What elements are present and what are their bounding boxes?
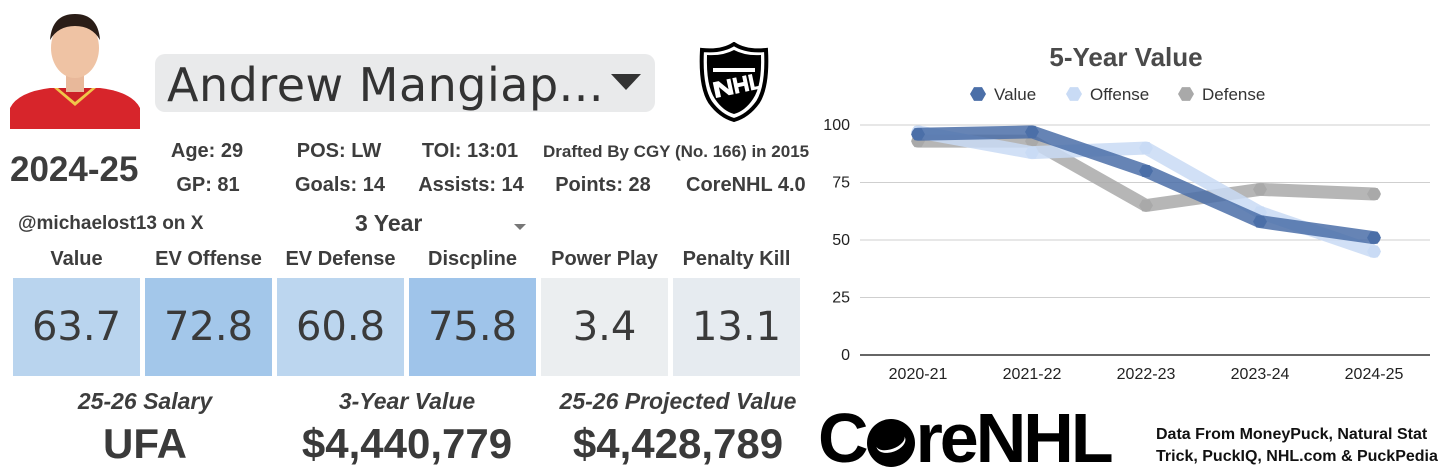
data-point <box>911 128 925 141</box>
salary-label: 25-26 Salary <box>77 388 213 414</box>
games-played-stat: GP: 81 <box>176 174 240 196</box>
y-tick-label: 0 <box>841 347 850 364</box>
metric-value: 60.8 <box>295 304 386 350</box>
metric-box-power-play: 3.4 <box>541 278 668 376</box>
data-point <box>1139 199 1153 212</box>
chart-legend: Value Offense Defense <box>970 85 1265 104</box>
brand-letter-c: C <box>818 399 869 470</box>
x-tick-label: 2024-25 <box>1345 366 1404 383</box>
metric-box-discipline: 75.8 <box>409 278 536 376</box>
data-point <box>1139 141 1153 155</box>
series-value <box>911 125 1381 245</box>
author-handle: @michaelost13 on X <box>18 213 204 234</box>
age-stat: Age: 29 <box>170 140 244 162</box>
metric-box-ev-defense: 60.8 <box>277 278 404 376</box>
projected-value: $4,428,789 <box>572 420 784 467</box>
drafted-stat: Drafted By CGY (No. 166) in 2015 <box>543 142 810 161</box>
projected-value-label: 25-26 Projected Value <box>559 388 797 414</box>
metric-box-penalty-kill: 13.1 <box>673 278 800 376</box>
metric-label-value: Value <box>50 248 103 270</box>
data-point <box>1367 245 1381 258</box>
data-point <box>1253 183 1267 196</box>
metric-box-ev-offense: 72.8 <box>145 278 272 376</box>
goals-stat: Goals: 14 <box>294 174 386 196</box>
metric-value: 13.1 <box>691 304 782 350</box>
data-point <box>1025 125 1039 138</box>
chevron-down-icon[interactable] <box>514 224 526 230</box>
x-tick-label: 2020-21 <box>889 366 948 383</box>
y-tick-label: 100 <box>823 117 850 134</box>
five-year-value-chart: 5-Year Value Value Offense Defense 0 25 50 75… <box>823 42 1430 383</box>
legend-label: Offense <box>1090 85 1149 104</box>
x-tick-label: 2021-22 <box>1003 366 1062 383</box>
chart-title: 5-Year Value <box>1049 42 1202 72</box>
y-tick-label: 75 <box>832 175 850 192</box>
legend-swatch <box>1178 87 1194 101</box>
position-stat: POS: LW <box>296 140 382 162</box>
toi-stat: TOI: 13:01 <box>421 140 519 162</box>
legend-label: Value <box>994 85 1036 104</box>
metric-label-discipline: Discpline <box>428 248 517 270</box>
nhl-logo <box>698 41 770 123</box>
chart-series <box>911 125 1381 258</box>
player-photo <box>10 8 140 129</box>
player-select-dropdown[interactable]: Andrew Mangiap... <box>155 54 655 112</box>
data-point <box>1025 146 1039 159</box>
metric-label-ev-defense: EV Defense <box>285 248 396 270</box>
data-point <box>1367 231 1381 244</box>
x-axis-labels: 2020-21 2021-22 2022-23 2023-24 2024-25 <box>889 366 1404 383</box>
model-version-stat: CoreNHL 4.0 <box>686 174 806 196</box>
y-tick-label: 25 <box>832 290 850 307</box>
three-year-value: $4,440,779 <box>301 420 513 467</box>
points-stat: Points: 28 <box>555 174 651 196</box>
span-select-dropdown[interactable]: 3 Year <box>355 210 423 236</box>
metric-label-penalty-kill: Penalty Kill <box>682 248 791 270</box>
three-year-value-label: 3-Year Value <box>338 388 476 414</box>
metric-value: 75.8 <box>427 304 518 350</box>
dropdown-arrow-icon[interactable] <box>611 74 641 90</box>
season-label: 2024-25 <box>10 150 139 189</box>
legend-label: Defense <box>1202 85 1265 104</box>
data-point <box>1367 187 1381 201</box>
data-point <box>1139 164 1153 178</box>
assists-stat: Assists: 14 <box>418 174 524 196</box>
x-tick-label: 2023-24 <box>1231 366 1290 383</box>
salary-value: UFA <box>103 420 187 467</box>
puck-icon <box>866 404 916 467</box>
nhl-shield-icon <box>699 41 769 123</box>
legend-swatch <box>970 87 986 101</box>
brand-letters-renhl: reNHL <box>915 399 1114 470</box>
metric-value: 3.4 <box>572 304 637 350</box>
metric-label-ev-offense: EV Offense <box>155 248 262 270</box>
player-name: Andrew Mangiap... <box>167 58 605 112</box>
player-avatar-icon <box>10 8 140 129</box>
metric-value: 63.7 <box>31 304 122 350</box>
data-credits: Data From MoneyPuck, Natural Stat Trick,… <box>1156 426 1438 465</box>
x-tick-label: 2022-23 <box>1117 366 1176 383</box>
metric-box-value: 63.7 <box>13 278 140 376</box>
legend-swatch <box>1066 87 1082 101</box>
data-point <box>1253 215 1267 228</box>
metric-label-power-play: Power Play <box>551 248 658 270</box>
y-tick-label: 50 <box>832 232 850 249</box>
metric-value: 72.8 <box>163 304 254 350</box>
